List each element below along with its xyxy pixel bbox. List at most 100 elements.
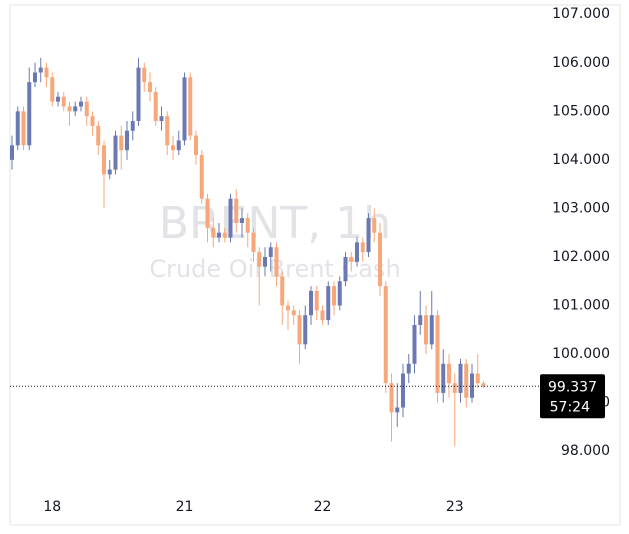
candle-body xyxy=(130,121,135,131)
candle-body xyxy=(234,198,239,223)
candle-body xyxy=(326,286,331,321)
candle-body xyxy=(441,363,446,393)
y-tick-label: 105.000 xyxy=(552,103,610,119)
candle-body xyxy=(176,140,181,151)
candle-body xyxy=(372,218,377,233)
candle-body xyxy=(148,82,152,92)
candle-body xyxy=(378,232,382,287)
candle-body xyxy=(102,145,106,175)
candle-body xyxy=(245,218,250,233)
candle-body xyxy=(21,111,26,146)
candle-body xyxy=(240,218,244,223)
candle-body xyxy=(27,82,32,146)
candle-body xyxy=(366,218,371,253)
candle-body xyxy=(188,77,193,136)
candle-body xyxy=(199,155,204,199)
candle-body xyxy=(113,135,118,170)
candle-body xyxy=(447,363,451,384)
candle-body xyxy=(309,290,313,316)
candle-body xyxy=(44,67,49,78)
y-tick-label: 100.000 xyxy=(552,346,610,362)
last-price-label: 99.337 xyxy=(548,379,597,395)
candle-body xyxy=(194,135,198,156)
y-tick-label: 106.000 xyxy=(552,55,610,71)
candle-body xyxy=(360,242,365,253)
candle-body xyxy=(222,232,227,238)
candle-body xyxy=(464,363,469,398)
last-price-box xyxy=(540,374,605,419)
candle-body xyxy=(10,145,14,160)
candle-body xyxy=(303,315,308,345)
candle-body xyxy=(343,256,348,282)
candle-body xyxy=(61,96,66,107)
candle-body xyxy=(136,67,141,122)
candle-body xyxy=(280,276,285,306)
candle-body xyxy=(389,383,394,413)
candle-body xyxy=(470,373,474,398)
candle-body xyxy=(211,227,216,238)
candle-body xyxy=(401,373,405,408)
candle-body xyxy=(96,125,101,146)
candle-body xyxy=(263,256,267,267)
candle-body xyxy=(159,116,164,122)
candle-body xyxy=(56,96,60,102)
candle-body xyxy=(50,77,55,102)
candle-body xyxy=(257,252,262,267)
candle-body xyxy=(286,305,290,311)
candle-body xyxy=(429,315,434,345)
candle-body xyxy=(182,77,187,141)
candle-body xyxy=(435,315,440,393)
candle-body xyxy=(424,315,428,345)
y-tick-label: 98.000 xyxy=(561,443,610,459)
candle-body xyxy=(84,101,89,117)
candle-body xyxy=(73,106,78,112)
candle-body xyxy=(383,286,388,384)
watermark-symbol: BRENT, 1h xyxy=(159,198,391,249)
candle-body xyxy=(395,407,400,413)
candle-body xyxy=(142,67,147,83)
candle-body xyxy=(251,232,256,253)
candle-body xyxy=(481,383,486,387)
x-tick-label: 23 xyxy=(446,499,464,515)
candle-body xyxy=(412,324,417,364)
candle-body xyxy=(107,169,112,175)
candle-body xyxy=(349,256,354,262)
candle-body xyxy=(38,67,43,73)
chart-frame xyxy=(9,4,621,526)
y-tick-label: 102.000 xyxy=(552,249,610,265)
candle-body xyxy=(452,383,457,393)
candle-body xyxy=(291,310,296,316)
candle-body xyxy=(314,290,319,311)
candle-body xyxy=(119,135,124,151)
candle-body xyxy=(79,101,83,107)
candle-body xyxy=(217,232,221,238)
candle-body xyxy=(228,198,233,238)
candle-body xyxy=(406,363,411,374)
candle-body xyxy=(274,247,279,277)
candle-body xyxy=(165,116,170,146)
candle-body xyxy=(418,315,423,325)
candle-body xyxy=(125,130,129,151)
candle-body xyxy=(332,286,336,306)
y-tick-label: 101.000 xyxy=(552,298,610,314)
candle-body xyxy=(90,116,95,126)
candle-body xyxy=(355,242,359,262)
candle-body xyxy=(67,106,72,112)
candle-body xyxy=(33,72,37,83)
candle-body xyxy=(268,247,273,257)
candle-body xyxy=(458,363,463,393)
x-tick-label: 22 xyxy=(314,499,332,515)
candle-body xyxy=(15,111,20,146)
y-tick-label: 107.000 xyxy=(552,6,610,22)
candle-body xyxy=(337,281,342,306)
candle-body xyxy=(320,310,325,321)
candle-body xyxy=(153,91,158,122)
y-tick-label: 104.000 xyxy=(552,152,610,168)
x-tick-label: 21 xyxy=(176,499,194,515)
candle-body xyxy=(171,145,175,151)
candle-body xyxy=(475,373,480,384)
candle-body xyxy=(297,315,302,345)
y-tick-label: 103.000 xyxy=(552,200,610,216)
candle-body xyxy=(205,198,210,228)
